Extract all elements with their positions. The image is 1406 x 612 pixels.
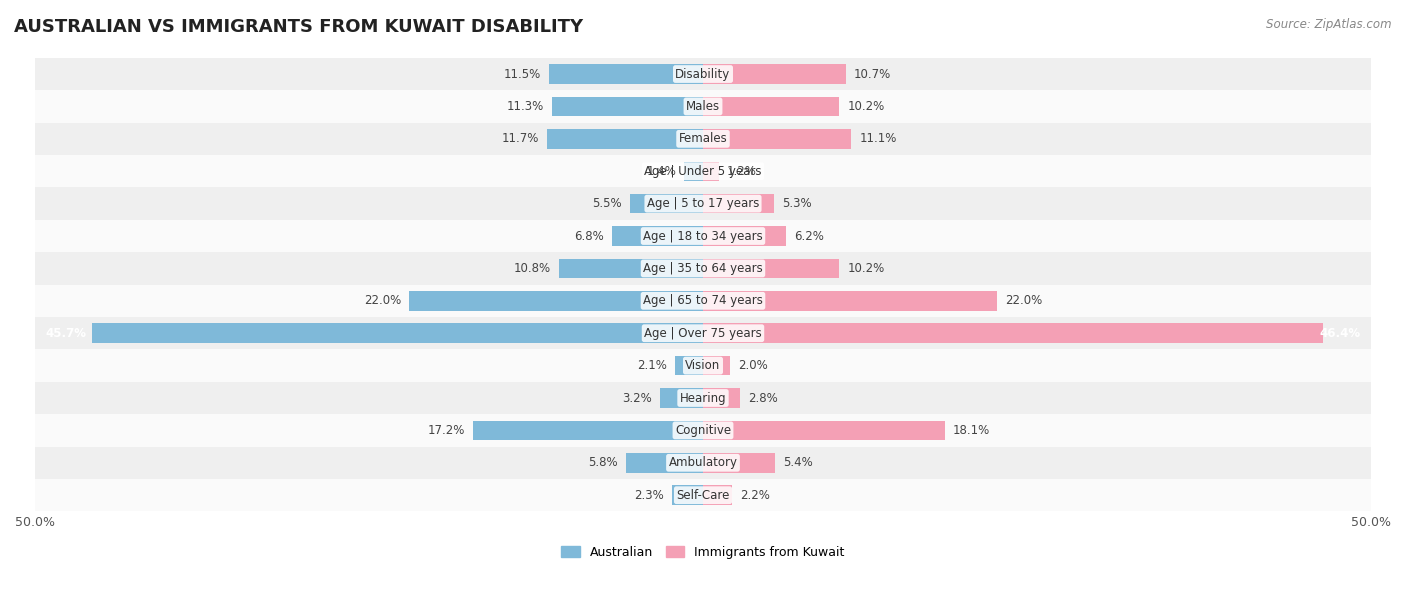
Bar xyxy=(35,220,1371,252)
Bar xyxy=(35,58,1371,90)
Text: Source: ZipAtlas.com: Source: ZipAtlas.com xyxy=(1267,18,1392,31)
Bar xyxy=(35,447,1371,479)
Text: 6.8%: 6.8% xyxy=(575,230,605,242)
Bar xyxy=(35,317,1371,349)
Text: Ambulatory: Ambulatory xyxy=(668,457,738,469)
Bar xyxy=(409,291,703,310)
Bar xyxy=(672,485,703,505)
Bar xyxy=(558,259,703,278)
Bar xyxy=(35,90,1371,122)
Text: Age | Over 75 years: Age | Over 75 years xyxy=(644,327,762,340)
Text: Age | 35 to 64 years: Age | 35 to 64 years xyxy=(643,262,763,275)
Text: 2.2%: 2.2% xyxy=(741,489,770,502)
Text: Age | 5 to 17 years: Age | 5 to 17 years xyxy=(647,197,759,210)
Text: 46.4%: 46.4% xyxy=(1319,327,1361,340)
Text: 2.3%: 2.3% xyxy=(634,489,664,502)
Text: 2.0%: 2.0% xyxy=(738,359,768,372)
Bar xyxy=(703,291,997,310)
Text: 11.3%: 11.3% xyxy=(506,100,544,113)
Text: 5.3%: 5.3% xyxy=(782,197,811,210)
Text: 1.4%: 1.4% xyxy=(647,165,676,177)
Bar xyxy=(35,479,1371,512)
Text: 5.4%: 5.4% xyxy=(783,457,813,469)
Text: 11.1%: 11.1% xyxy=(859,132,897,145)
Text: 11.7%: 11.7% xyxy=(502,132,538,145)
Text: 6.2%: 6.2% xyxy=(794,230,824,242)
Bar xyxy=(703,356,730,375)
Bar xyxy=(547,129,703,149)
Text: 5.5%: 5.5% xyxy=(592,197,621,210)
Bar xyxy=(675,356,703,375)
Bar xyxy=(35,122,1371,155)
Bar xyxy=(550,64,703,84)
Bar xyxy=(612,226,703,246)
Bar xyxy=(703,129,851,149)
Text: Age | Under 5 years: Age | Under 5 years xyxy=(644,165,762,177)
Bar xyxy=(703,97,839,116)
Bar xyxy=(93,324,703,343)
Text: 10.8%: 10.8% xyxy=(513,262,551,275)
Text: Age | 18 to 34 years: Age | 18 to 34 years xyxy=(643,230,763,242)
Bar xyxy=(703,388,741,408)
Bar xyxy=(35,155,1371,187)
Bar xyxy=(35,349,1371,382)
Bar xyxy=(703,420,945,440)
Text: 2.8%: 2.8% xyxy=(748,392,778,405)
Text: 18.1%: 18.1% xyxy=(953,424,990,437)
Bar xyxy=(703,259,839,278)
Text: 17.2%: 17.2% xyxy=(427,424,465,437)
Text: 5.8%: 5.8% xyxy=(588,457,617,469)
Bar xyxy=(661,388,703,408)
Text: 2.1%: 2.1% xyxy=(637,359,666,372)
Bar xyxy=(703,485,733,505)
Text: 3.2%: 3.2% xyxy=(623,392,652,405)
Text: 10.7%: 10.7% xyxy=(853,67,891,81)
Text: Cognitive: Cognitive xyxy=(675,424,731,437)
Text: Vision: Vision xyxy=(685,359,721,372)
Text: AUSTRALIAN VS IMMIGRANTS FROM KUWAIT DISABILITY: AUSTRALIAN VS IMMIGRANTS FROM KUWAIT DIS… xyxy=(14,18,583,36)
Text: 1.2%: 1.2% xyxy=(727,165,756,177)
Text: Disability: Disability xyxy=(675,67,731,81)
Text: 10.2%: 10.2% xyxy=(848,100,884,113)
Text: 22.0%: 22.0% xyxy=(1005,294,1042,307)
Text: Males: Males xyxy=(686,100,720,113)
Bar xyxy=(703,162,718,181)
Bar xyxy=(35,252,1371,285)
Bar xyxy=(35,187,1371,220)
Legend: Australian, Immigrants from Kuwait: Australian, Immigrants from Kuwait xyxy=(557,541,849,564)
Bar xyxy=(703,64,846,84)
Bar xyxy=(35,382,1371,414)
Text: Self-Care: Self-Care xyxy=(676,489,730,502)
Text: 11.5%: 11.5% xyxy=(505,67,541,81)
Text: 45.7%: 45.7% xyxy=(45,327,87,340)
Bar xyxy=(35,285,1371,317)
Bar xyxy=(35,414,1371,447)
Text: Age | 65 to 74 years: Age | 65 to 74 years xyxy=(643,294,763,307)
Bar xyxy=(703,453,775,472)
Text: Hearing: Hearing xyxy=(679,392,727,405)
Bar xyxy=(553,97,703,116)
Bar xyxy=(703,194,773,214)
Text: Females: Females xyxy=(679,132,727,145)
Bar xyxy=(703,324,1323,343)
Bar xyxy=(630,194,703,214)
Text: 10.2%: 10.2% xyxy=(848,262,884,275)
Text: 22.0%: 22.0% xyxy=(364,294,401,307)
Bar xyxy=(474,420,703,440)
Bar xyxy=(626,453,703,472)
Bar xyxy=(685,162,703,181)
Bar xyxy=(703,226,786,246)
